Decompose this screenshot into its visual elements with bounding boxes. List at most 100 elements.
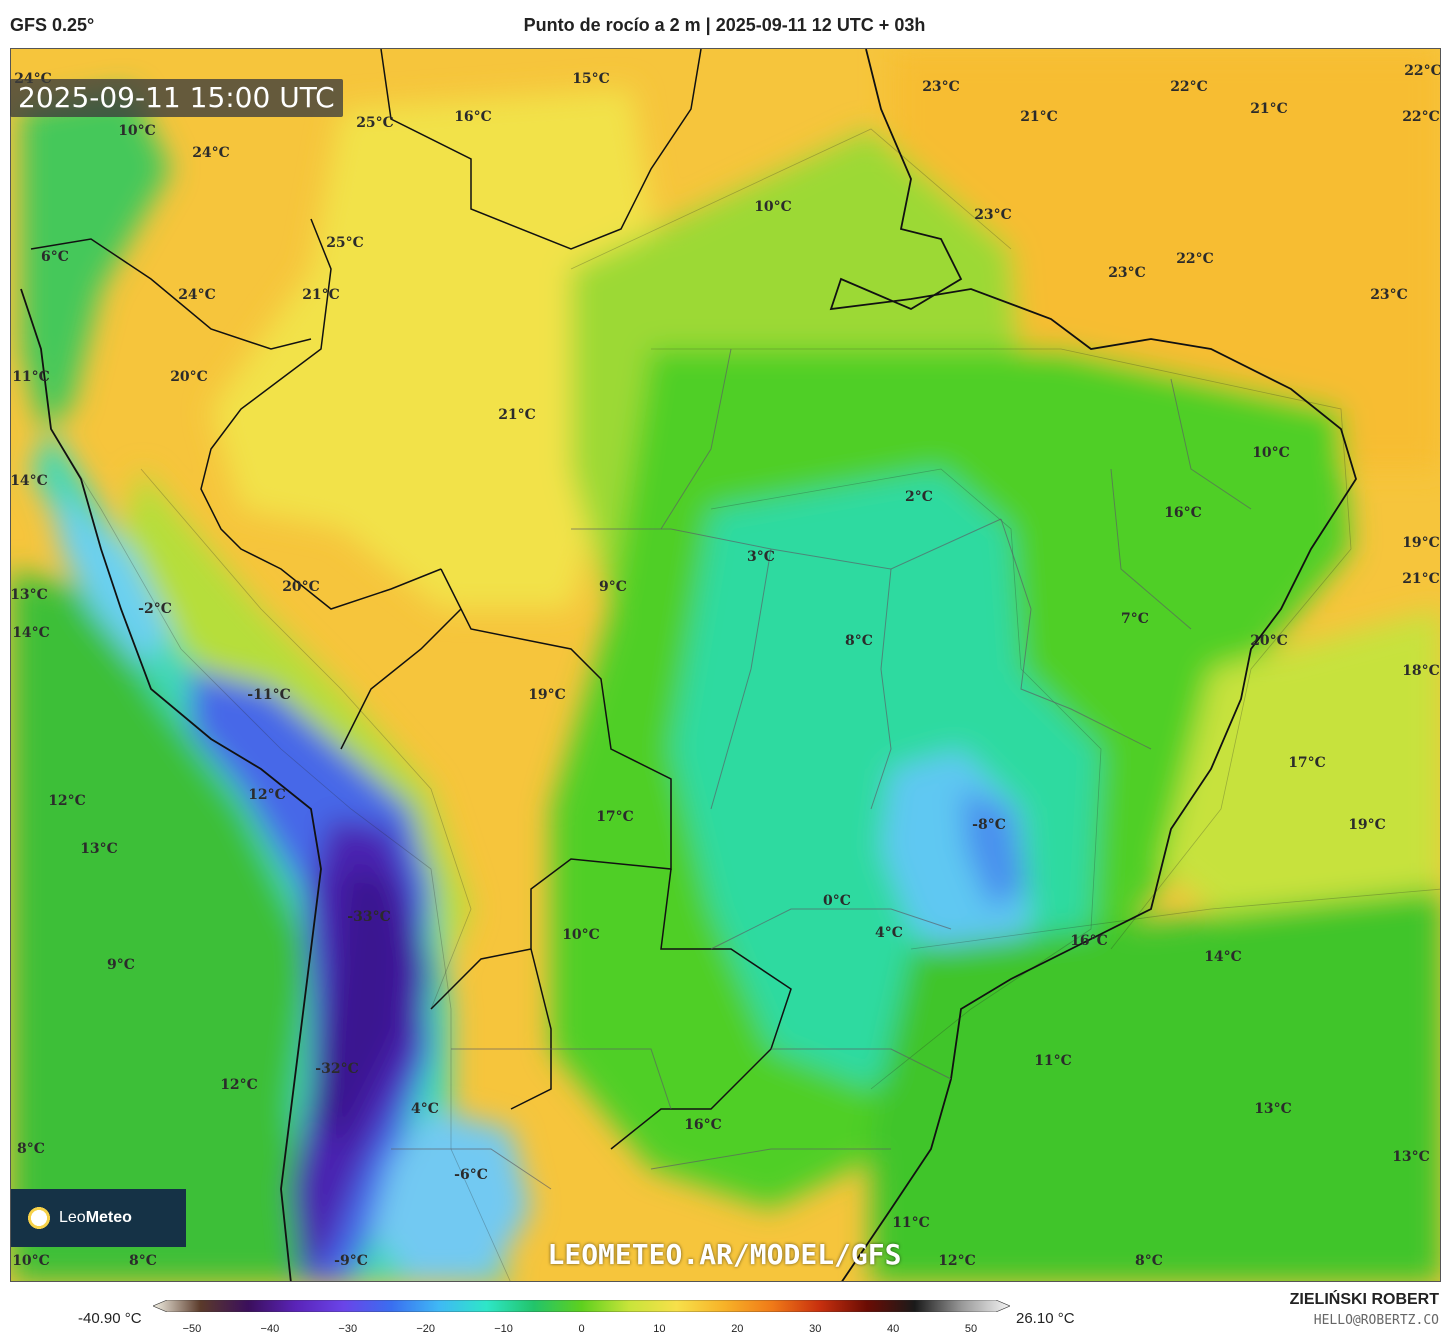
temperature-label: 25°C — [326, 235, 364, 251]
scale-tick-label: −50 — [182, 1323, 202, 1335]
author-email: HELLO@ROBERTZ.CO — [1313, 1313, 1439, 1328]
temperature-label: 10°C — [12, 1253, 50, 1269]
scale-tick-label: −30 — [338, 1323, 358, 1335]
temperature-label: 23°C — [1108, 265, 1146, 281]
temperature-label: 0°C — [823, 893, 851, 909]
temperature-label: 4°C — [411, 1101, 439, 1117]
temperature-label: 23°C — [922, 79, 960, 95]
temperature-label: -9°C — [334, 1253, 368, 1269]
dewpoint-map[interactable]: 24°C 15°C 16°C 25°C 10°C 24°C 23°C 22°C 22°C 21°C… — [10, 48, 1441, 1282]
scale-tick-label: −10 — [494, 1323, 513, 1335]
temperature-label: 16°C — [1164, 505, 1202, 521]
temperature-label: 22°C — [1176, 251, 1214, 267]
temperature-label: 21°C — [498, 407, 536, 423]
scale-bar — [153, 1300, 1010, 1312]
temperature-label: 17°C — [596, 809, 634, 825]
temperature-label: 9°C — [107, 957, 135, 973]
temperature-label: 19°C — [1402, 535, 1440, 551]
temperature-label: 8°C — [845, 633, 873, 649]
temperature-label: 8°C — [129, 1253, 157, 1269]
temperature-label: 11°C — [12, 369, 50, 385]
temperature-label: 8°C — [1135, 1253, 1163, 1269]
temperature-label: 10°C — [754, 199, 792, 215]
temperature-label: 9°C — [599, 579, 627, 595]
temperature-label: 21°C — [302, 287, 340, 303]
author-name: ZIELIŃSKI ROBERT — [1289, 1291, 1439, 1308]
scale-tick-label: 0 — [578, 1323, 585, 1335]
temperature-label: 14°C — [10, 473, 48, 489]
temperature-label: 25°C — [356, 115, 394, 131]
temperature-label: 23°C — [1370, 287, 1408, 303]
scale-tick-label: −40 — [260, 1323, 280, 1335]
sun-icon — [25, 1204, 53, 1232]
scale-tick-label: 30 — [809, 1323, 822, 1335]
temperature-label: 8°C — [17, 1141, 45, 1157]
temperature-label: 12°C — [48, 793, 86, 809]
temperature-label: 13°C — [10, 587, 48, 603]
temperature-label: 21°C — [1250, 101, 1288, 117]
temperature-label: -33°C — [347, 909, 391, 925]
temperature-label: 16°C — [684, 1117, 722, 1133]
scale-tick-label: 20 — [731, 1323, 744, 1335]
temperature-label: 14°C — [1204, 949, 1242, 965]
temperature-label: 10°C — [562, 927, 600, 943]
temperature-label: -2°C — [138, 601, 172, 617]
temperature-label: 4°C — [875, 925, 903, 941]
color-scale: -40.90 °C −50 −40 −30 −20 −10 0 10 20 30 40 50 26.… — [0, 1286, 1449, 1338]
temperature-label: 21°C — [1402, 571, 1440, 587]
scale-tick-label: 10 — [653, 1323, 666, 1335]
temperature-label: -11°C — [247, 687, 291, 703]
temperature-label: 7°C — [1121, 611, 1149, 627]
temperature-label: 21°C — [1020, 109, 1058, 125]
temperature-label: -8°C — [972, 817, 1006, 833]
temperature-label: 10°C — [1252, 445, 1290, 461]
site-watermark: LEOMETEO.AR/MODEL/GFS — [547, 1238, 902, 1271]
temperature-label: -32°C — [315, 1061, 359, 1077]
temperature-label: -6°C — [454, 1167, 488, 1183]
temperature-label: 6°C — [41, 249, 69, 265]
temperature-label: 11°C — [892, 1215, 930, 1231]
temperature-label: 18°C — [1402, 663, 1440, 679]
temperature-label: 24°C — [178, 287, 216, 303]
valid-time-badge: 2025-09-11 15:00 UTC — [10, 79, 343, 117]
temperature-label: 13°C — [1254, 1101, 1292, 1117]
temperature-label: 17°C — [1288, 755, 1326, 771]
temperature-label: 13°C — [80, 841, 118, 857]
scale-max-label: 26.10 °C — [1016, 1310, 1075, 1327]
scale-min-label: -40.90 °C — [78, 1310, 142, 1327]
header: GFS 0.25° Punto de rocío a 2 m | 2025-09… — [0, 0, 1449, 48]
temperature-label: 22°C — [1404, 63, 1441, 79]
temperature-label: 16°C — [454, 109, 492, 125]
temperature-label: 12°C — [220, 1077, 258, 1093]
scale-tick-label: −20 — [416, 1323, 436, 1335]
temperature-label: 12°C — [938, 1253, 976, 1269]
temperature-label: 11°C — [1034, 1053, 1072, 1069]
temperature-label: 22°C — [1170, 79, 1208, 95]
scale-tick-label: 50 — [964, 1323, 978, 1335]
map-title: Punto de rocío a 2 m | 2025-09-11 12 UTC… — [523, 15, 926, 35]
leometeo-logo[interactable]: LeoMeteo — [11, 1189, 186, 1247]
temperature-label: 20°C — [282, 579, 320, 595]
temperature-label: 20°C — [170, 369, 208, 385]
temperature-label: 23°C — [974, 207, 1012, 223]
temperature-label: 2°C — [905, 489, 933, 505]
model-label: GFS 0.25° — [10, 15, 95, 35]
temperature-label: 10°C — [118, 123, 156, 139]
map-canvas — [11, 49, 1440, 1281]
temperature-label: 12°C — [248, 787, 286, 803]
temperature-label: 22°C — [1402, 109, 1440, 125]
temperature-label: 13°C — [1392, 1149, 1430, 1165]
country-borders — [30, 49, 792, 1150]
temperature-label: 15°C — [572, 71, 610, 87]
logo-text: LeoMeteo — [59, 1209, 132, 1226]
dewpoint-field — [11, 49, 1440, 1281]
temperature-label: 3°C — [747, 549, 775, 565]
temperature-label: 20°C — [1250, 633, 1288, 649]
scale-tick-label: 40 — [887, 1323, 900, 1335]
state-borders — [391, 348, 1252, 1190]
contour-lines — [50, 128, 1440, 1281]
coastline — [20, 49, 1357, 1281]
temperature-label: 19°C — [1348, 817, 1386, 833]
temperature-label: 19°C — [528, 687, 566, 703]
temperature-label: 16°C — [1070, 933, 1108, 949]
